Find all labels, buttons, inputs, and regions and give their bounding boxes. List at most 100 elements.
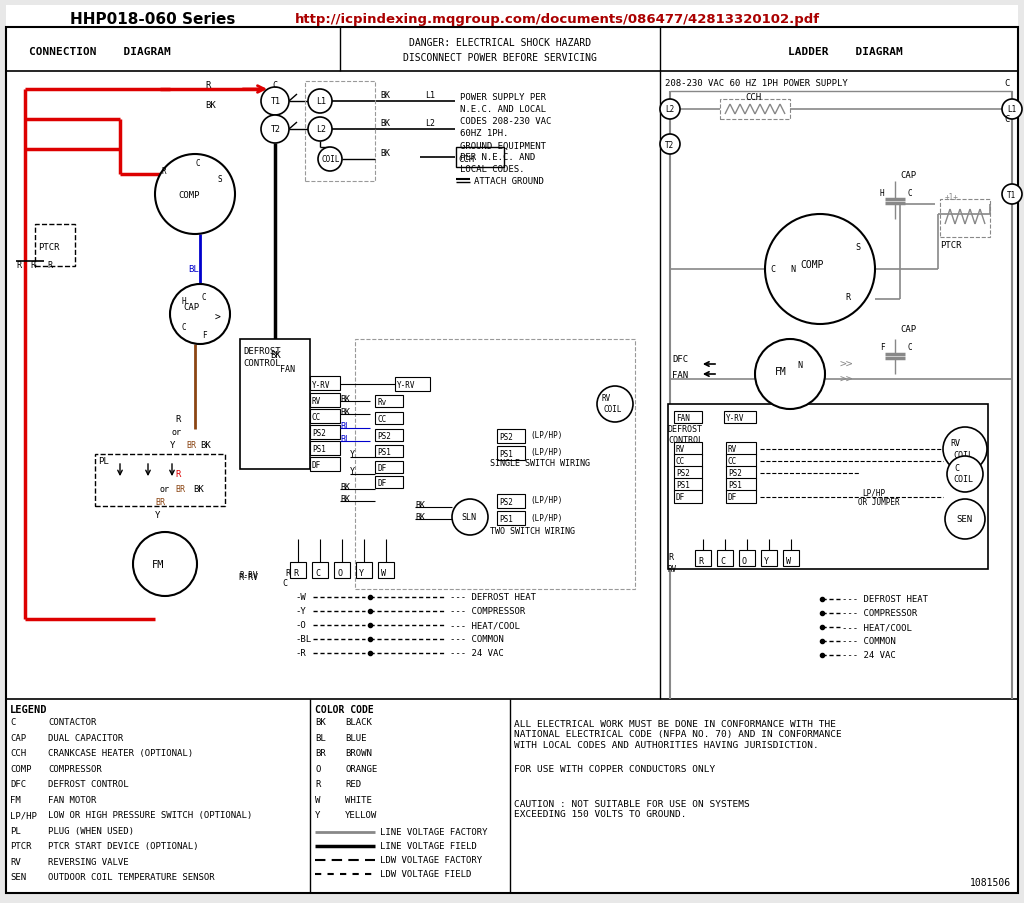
Text: R: R [47,260,52,269]
Text: C: C [1004,79,1010,88]
Text: TWO SWITCH WIRING: TWO SWITCH WIRING [490,527,575,535]
Circle shape [660,135,680,154]
Text: SEN: SEN [10,872,27,881]
Text: BK: BK [340,483,350,492]
Text: FAN MOTOR: FAN MOTOR [48,796,96,804]
Text: SEN: SEN [956,515,972,524]
Text: DF: DF [312,461,322,470]
Text: PLUG (WHEN USED): PLUG (WHEN USED) [48,826,134,835]
Text: W: W [381,568,386,577]
Text: FAN: FAN [280,365,295,374]
Text: PTCR: PTCR [940,240,962,249]
Bar [674,479,702,491]
Text: BK: BK [270,350,281,359]
Text: BL: BL [188,265,199,275]
Text: LINE VOLTAGE FACTORY: LINE VOLTAGE FACTORY [380,827,487,836]
Text: L2: L2 [425,118,435,127]
Text: Y: Y [315,811,321,820]
Text: LDW VOLTAGE FACTORY: LDW VOLTAGE FACTORY [380,855,482,864]
Text: C: C [908,343,912,352]
Text: BK: BK [380,148,390,157]
Bar [739,551,755,566]
Text: BR: BR [315,749,326,758]
Text: or: or [172,428,182,437]
Text: T2: T2 [271,126,281,135]
Text: PS2: PS2 [312,429,326,438]
Text: --- 24 VAC: --- 24 VAC [450,648,504,657]
Bar [375,445,403,458]
Text: PTCR: PTCR [10,842,32,851]
Text: BK: BK [380,118,390,127]
Text: RV: RV [950,439,961,448]
Text: PS2: PS2 [728,469,741,478]
Bar [674,454,702,468]
Text: BR: BR [175,485,185,494]
Text: -Y: -Y [295,607,306,616]
Bar [726,442,756,455]
Text: Y: Y [170,441,175,450]
Text: Y: Y [350,467,355,476]
Text: CRANKCASE HEATER (OPTIONAL): CRANKCASE HEATER (OPTIONAL) [48,749,194,758]
Text: BK: BK [340,495,350,504]
Text: RV: RV [312,397,322,406]
Bar [95,454,225,507]
Text: F: F [880,343,885,352]
Text: --- HEAT/COOL: --- HEAT/COOL [450,621,520,629]
Text: R-RV: R-RV [238,572,258,581]
Bar [668,405,988,570]
Circle shape [1002,100,1022,120]
Text: CAP: CAP [183,303,199,312]
Circle shape [170,284,230,345]
Text: CCH: CCH [458,155,474,164]
Text: BK: BK [200,441,211,450]
Bar [356,563,372,578]
Text: --- 24 VAC: --- 24 VAC [842,651,896,660]
Text: R: R [175,415,180,424]
Text: (LP/HP): (LP/HP) [530,513,562,522]
Bar [375,461,403,473]
Text: ORANGE: ORANGE [345,764,377,773]
Text: C: C [195,158,200,167]
Text: CAP: CAP [10,733,27,742]
Circle shape [308,90,332,114]
Text: -R: -R [295,648,306,657]
Text: L1: L1 [316,98,326,107]
Text: PTCR START DEVICE (OPTIONAL): PTCR START DEVICE (OPTIONAL) [48,842,199,851]
Bar [497,430,525,443]
Text: BK: BK [415,513,425,522]
Text: BK: BK [380,90,390,99]
Text: O: O [742,556,746,565]
Bar [497,446,525,461]
Text: LOW OR HIGH PRESSURE SWITCH (OPTIONAL): LOW OR HIGH PRESSURE SWITCH (OPTIONAL) [48,811,252,820]
Text: --- HEAT/COOL: --- HEAT/COOL [842,623,912,632]
Bar [334,563,350,578]
Text: DANGER: ELECTRICAL SHOCK HAZARD: DANGER: ELECTRICAL SHOCK HAZARD [409,38,591,48]
Text: S: S [855,243,860,252]
Text: R: R [175,470,180,479]
Text: RV: RV [676,445,685,454]
Text: DFC: DFC [672,355,688,364]
Bar [310,425,340,440]
Text: FM: FM [10,796,20,804]
Bar [674,490,702,504]
Text: CONNECTION    DIAGRAM: CONNECTION DIAGRAM [29,47,171,57]
Circle shape [945,499,985,539]
Text: T1: T1 [1007,191,1016,200]
Text: O: O [337,568,342,577]
Text: C: C [10,718,15,727]
Bar [310,394,340,407]
Text: WHITE: WHITE [345,796,372,804]
Text: CCH: CCH [10,749,27,758]
Text: R: R [698,556,703,565]
Text: H: H [880,189,885,197]
Text: DFC: DFC [10,779,27,788]
Circle shape [318,148,342,172]
Text: LOCAL CODES.: LOCAL CODES. [460,165,524,174]
Text: BK: BK [415,501,425,510]
Bar [310,410,340,424]
Text: CONTACTOR: CONTACTOR [48,718,96,727]
Text: N: N [797,360,802,369]
Text: PS1: PS1 [377,448,391,457]
Text: R: R [16,260,22,269]
Bar [726,479,756,491]
